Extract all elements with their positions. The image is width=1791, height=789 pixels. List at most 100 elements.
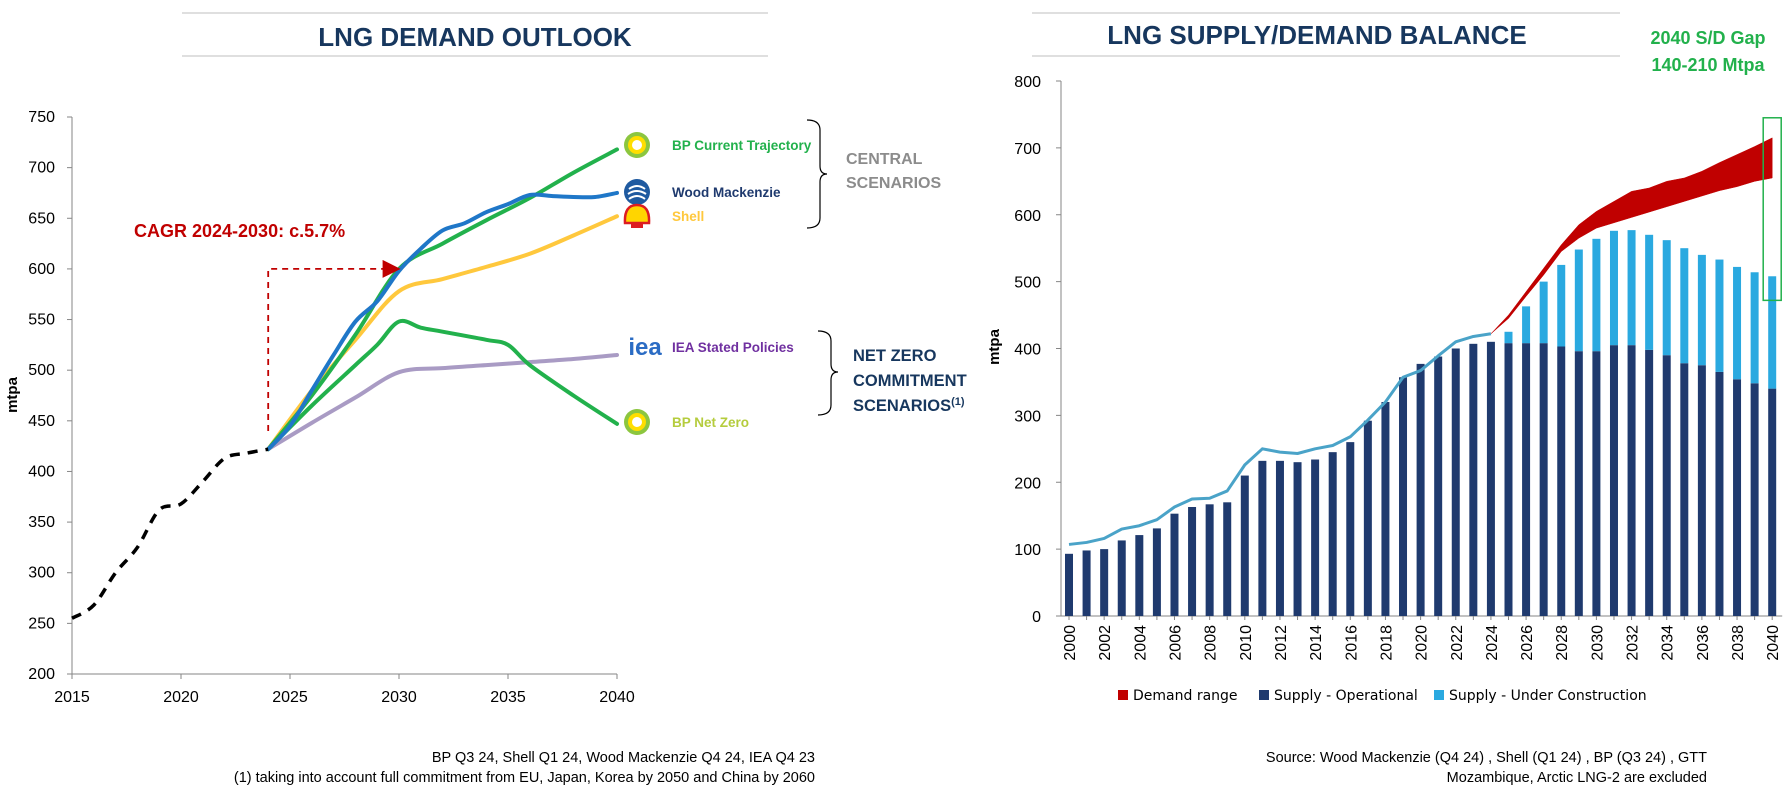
netzero-label: COMMITMENT <box>853 372 967 390</box>
gap-box <box>1762 117 1782 302</box>
legend: Demand range Supply - Operational Supply… <box>1118 688 1647 704</box>
x-tick-label: 2010 <box>1238 625 1255 661</box>
bar-supply-operational <box>1188 506 1197 616</box>
demand-range-band <box>1490 137 1773 334</box>
gap-label: 140-210 Mtpa <box>1651 55 1765 75</box>
bar-supply-under-construction <box>1574 249 1583 352</box>
bar-supply-under-construction <box>1750 272 1759 384</box>
legend-bp-current: BP Current Trajectory <box>672 138 812 153</box>
bar-supply-operational <box>1662 355 1671 616</box>
bar-supply-under-construction <box>1662 240 1671 356</box>
x-tick-label: 2030 <box>1589 625 1606 661</box>
series-line-historic <box>71 447 269 620</box>
x-tick-label: 2028 <box>1554 625 1571 661</box>
shell-logo-icon <box>623 203 651 228</box>
bar-supply-operational <box>1311 459 1320 616</box>
y-tick-label: 350 <box>28 514 55 531</box>
netzero-label-footnote: (1) <box>951 396 965 408</box>
cagr-label: CAGR 2024-2030: c.5.7% <box>134 221 345 241</box>
bar-supply-under-construction <box>1697 254 1706 366</box>
bar-supply-operational <box>1223 502 1232 616</box>
netzero-label: SCENARIOS(1) <box>853 396 965 415</box>
footnote-exclusions: Mozambique, Arctic LNG-2 are excluded <box>1447 770 1707 786</box>
bar-supply-operational <box>1275 460 1284 616</box>
y-tick-label: 600 <box>1014 208 1041 225</box>
bar-supply-operational <box>1504 343 1513 616</box>
x-tick-label: 2032 <box>1625 625 1642 661</box>
gap-highlight-box <box>1762 117 1782 302</box>
y-tick-label: 0 <box>1032 609 1041 626</box>
bar-supply-under-construction <box>1733 266 1742 380</box>
legend-supply-operational: Supply - Operational <box>1274 688 1418 704</box>
bar-supply-operational <box>1065 553 1073 616</box>
x-tick-label: 2002 <box>1097 625 1114 661</box>
x-tick-label: 2038 <box>1730 625 1747 661</box>
y-axis-label: mtpa <box>4 376 21 412</box>
bar-supply-operational <box>1574 351 1583 616</box>
x-tick-label: 2012 <box>1273 625 1290 661</box>
x-tick-label: 2022 <box>1449 625 1466 661</box>
y-tick-label: 400 <box>1014 342 1041 359</box>
x-tick-label: 2020 <box>163 689 199 706</box>
x-tick-label: 2024 <box>1484 625 1501 661</box>
y-tick-label: 500 <box>1014 275 1041 292</box>
y-tick-label: 800 <box>1014 74 1041 91</box>
y-tick-label: 750 <box>28 109 55 126</box>
series-line-bp-current-trajectory <box>266 147 619 452</box>
y-tick-label: 300 <box>28 565 55 582</box>
x-tick-label: 2016 <box>1343 625 1360 661</box>
cagr-annotation: CAGR 2024-2030: c.5.7% <box>134 221 401 431</box>
bar-supply-under-construction <box>1645 234 1654 350</box>
iea-logo-icon: iea <box>628 334 662 361</box>
series-line-iea-stated-policies <box>266 352 619 452</box>
x-tick-label: 2004 <box>1132 625 1149 661</box>
bar-supply-operational <box>1117 540 1126 616</box>
x-tick-label: 2036 <box>1695 625 1712 661</box>
bar-supply-operational <box>1082 550 1091 616</box>
y-tick-label: 200 <box>1014 475 1041 492</box>
bar-supply-operational <box>1205 504 1214 616</box>
bar-supply-operational <box>1715 371 1724 616</box>
netzero-bracket <box>817 330 839 416</box>
legend-bp-net-zero: BP Net Zero <box>672 415 749 430</box>
bar-supply-operational <box>1539 343 1548 616</box>
bar-supply-under-construction <box>1539 281 1548 344</box>
x-tick-label: 2035 <box>490 689 526 706</box>
bar-supply-under-construction <box>1680 248 1689 364</box>
axes <box>67 116 618 679</box>
central-bracket <box>806 119 828 229</box>
bar-supply-under-construction <box>1768 276 1777 389</box>
legend-shell: Shell <box>672 209 704 224</box>
legend-demand-range: Demand range <box>1133 688 1238 704</box>
x-tick-label: 2018 <box>1378 625 1395 661</box>
y-tick-label: 300 <box>1014 408 1041 425</box>
legend-supply-construction: Supply - Under Construction <box>1449 688 1647 704</box>
bar-supply-operational <box>1170 513 1179 616</box>
bp-logo-icon <box>624 409 650 435</box>
cagr-arrow <box>267 259 401 431</box>
x-tick-label: 2026 <box>1519 625 1536 661</box>
bar-supply-operational <box>1434 356 1443 616</box>
footnote-source: Source: Wood Mackenzie (Q4 24) , Shell (… <box>1266 750 1707 766</box>
gap-label: 2040 S/D Gap <box>1650 28 1765 48</box>
y-tick-label: 200 <box>28 666 55 683</box>
x-tick-label: 2025 <box>272 689 308 706</box>
x-tick-label: 2008 <box>1203 625 1220 661</box>
y-tick-label: 650 <box>28 210 55 227</box>
bar-supply-under-construction <box>1557 264 1566 347</box>
bar-supply-operational <box>1399 377 1408 616</box>
bar-supply-operational <box>1627 345 1636 616</box>
x-tick-label: 2006 <box>1167 625 1184 661</box>
bar-supply-operational <box>1469 343 1478 616</box>
x-tick-label: 2040 <box>1765 625 1782 661</box>
y-axis-label: mtpa <box>986 328 1003 364</box>
demand-outlook-chart: LNG DEMAND OUTLOOK mtpa 200 250 300 350 400 4… <box>4 12 967 786</box>
bar-supply-under-construction <box>1627 230 1636 346</box>
bar-supply-operational <box>1592 351 1601 616</box>
bp-logo-icon <box>624 132 650 158</box>
footnote-sources: BP Q3 24, Shell Q1 24, Wood Mackenzie Q4… <box>432 750 815 766</box>
historic-demand-polyline <box>1068 332 1492 546</box>
bar-supply-operational <box>1451 348 1460 616</box>
bar-supply-operational <box>1258 460 1267 616</box>
legend-swatch-construction <box>1434 690 1444 700</box>
